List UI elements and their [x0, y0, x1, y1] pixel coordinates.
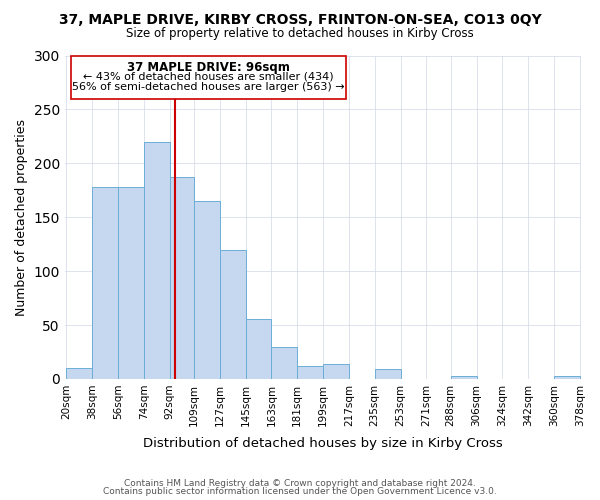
Bar — [374, 369, 401, 379]
Bar — [271, 346, 297, 379]
Bar — [118, 187, 144, 379]
Bar — [220, 250, 245, 379]
Text: Size of property relative to detached houses in Kirby Cross: Size of property relative to detached ho… — [126, 28, 474, 40]
Bar — [451, 376, 476, 379]
Bar — [92, 187, 118, 379]
Bar — [170, 178, 194, 379]
Bar — [554, 376, 580, 379]
Y-axis label: Number of detached properties: Number of detached properties — [15, 118, 28, 316]
Bar — [66, 368, 92, 379]
Text: 37 MAPLE DRIVE: 96sqm: 37 MAPLE DRIVE: 96sqm — [127, 61, 290, 74]
Bar — [245, 318, 271, 379]
Text: 37, MAPLE DRIVE, KIRBY CROSS, FRINTON-ON-SEA, CO13 0QY: 37, MAPLE DRIVE, KIRBY CROSS, FRINTON-ON… — [59, 12, 541, 26]
Bar — [144, 142, 170, 379]
Bar — [194, 201, 220, 379]
Bar — [323, 364, 349, 379]
Text: 56% of semi-detached houses are larger (563) →: 56% of semi-detached houses are larger (… — [72, 82, 344, 92]
FancyBboxPatch shape — [71, 56, 346, 98]
X-axis label: Distribution of detached houses by size in Kirby Cross: Distribution of detached houses by size … — [143, 437, 503, 450]
Bar — [297, 366, 323, 379]
Text: ← 43% of detached houses are smaller (434): ← 43% of detached houses are smaller (43… — [83, 72, 334, 82]
Text: Contains HM Land Registry data © Crown copyright and database right 2024.: Contains HM Land Registry data © Crown c… — [124, 478, 476, 488]
Text: Contains public sector information licensed under the Open Government Licence v3: Contains public sector information licen… — [103, 487, 497, 496]
